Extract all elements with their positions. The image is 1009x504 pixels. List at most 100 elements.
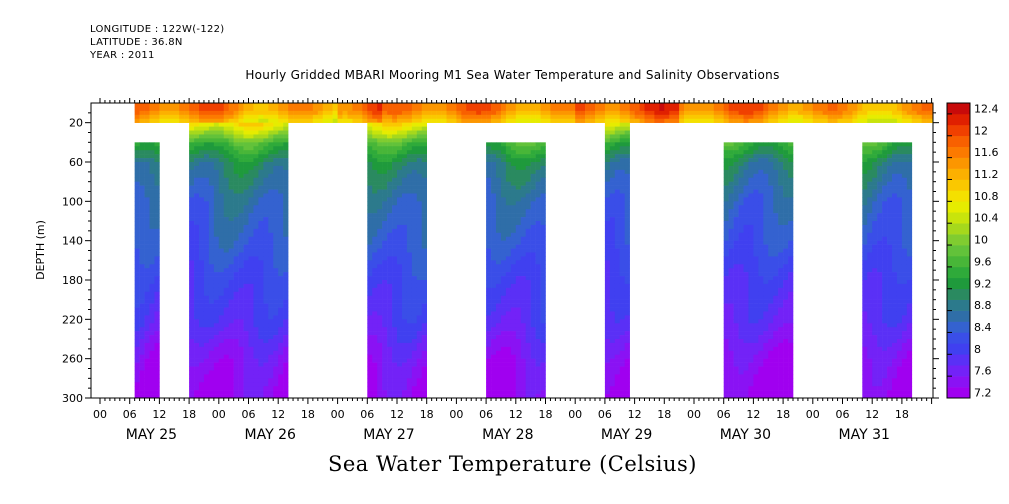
heatmap-cell <box>228 134 234 139</box>
heatmap-cell <box>213 134 220 139</box>
heatmap-cell <box>486 335 492 340</box>
heatmap-cell <box>203 260 210 265</box>
heatmap-cell <box>134 142 140 147</box>
heatmap-cell <box>278 331 284 336</box>
heatmap-cell <box>213 260 220 265</box>
heatmap-cell <box>857 103 863 108</box>
heatmap-cell <box>728 283 734 289</box>
heatmap-cell <box>882 118 888 123</box>
heatmap-cell <box>421 303 427 308</box>
heatmap-cell <box>614 106 621 112</box>
heatmap-cell <box>619 339 625 344</box>
heatmap-cell <box>515 366 522 371</box>
heatmap-cell <box>397 134 403 139</box>
heatmap-cell <box>258 354 264 359</box>
heatmap-cell <box>743 193 749 198</box>
heatmap-cell <box>401 213 408 218</box>
heatmap-cell <box>535 350 541 356</box>
heatmap-cell <box>401 110 408 116</box>
heatmap-cell <box>619 205 625 210</box>
heatmap-cell <box>377 169 383 175</box>
heatmap-cell <box>189 260 195 265</box>
heatmap-cell <box>723 303 729 308</box>
heatmap-cell <box>753 106 759 112</box>
year-label: YEAR : 2011 <box>90 50 155 61</box>
heatmap-cell <box>852 106 858 112</box>
heatmap-cell <box>535 248 541 253</box>
heatmap-cell <box>743 260 749 265</box>
heatmap-cell <box>203 165 210 171</box>
heatmap-cell <box>283 374 289 379</box>
heatmap-cell <box>604 217 611 222</box>
heatmap-cell <box>283 252 289 257</box>
heatmap-cell <box>604 358 611 363</box>
heatmap-cell <box>624 110 630 116</box>
heatmap-cell <box>203 162 210 167</box>
heatmap-cell <box>708 114 715 120</box>
heatmap-cell <box>283 276 289 281</box>
heatmap-cell <box>189 283 195 289</box>
heatmap-cell <box>659 103 665 108</box>
heatmap-cell <box>609 217 616 222</box>
heatmap-cell <box>916 103 922 108</box>
heatmap-cell <box>486 287 492 293</box>
heatmap-cell <box>500 165 507 171</box>
heatmap-cell <box>496 390 502 395</box>
heatmap-cell <box>268 366 274 371</box>
heatmap-cell <box>397 228 403 234</box>
heatmap-cell <box>223 287 229 293</box>
heatmap-cell <box>421 354 427 359</box>
heatmap-cell <box>392 134 398 139</box>
heatmap-cell <box>486 197 492 202</box>
heatmap-cell <box>144 118 150 123</box>
heatmap-cell <box>926 118 932 123</box>
heatmap-cell <box>238 319 244 324</box>
heatmap-cell <box>624 158 630 163</box>
heatmap-cell <box>233 224 239 230</box>
heatmap-cell <box>728 362 734 367</box>
heatmap-cell <box>288 110 294 116</box>
heatmap-cell <box>525 217 531 222</box>
heatmap-cell <box>213 248 220 253</box>
heatmap-cell <box>392 323 398 328</box>
heatmap-cell <box>248 185 254 190</box>
heatmap-cell <box>258 335 264 340</box>
heatmap-cell <box>149 366 155 371</box>
heatmap-cell <box>208 350 215 356</box>
heatmap-cell <box>367 394 373 398</box>
heatmap-cell <box>372 201 378 206</box>
heatmap-cell <box>263 307 269 312</box>
heatmap-cell <box>397 244 403 249</box>
heatmap-cell <box>520 291 526 297</box>
heatmap-cell <box>397 358 403 363</box>
heatmap-cell <box>852 118 858 123</box>
heatmap-cell <box>723 158 729 163</box>
heatmap-cell <box>738 181 744 186</box>
heatmap-cell <box>624 240 630 245</box>
heatmap-cell <box>609 162 616 167</box>
heatmap-cell <box>203 173 210 179</box>
heatmap-cell <box>387 374 393 379</box>
heatmap-cell <box>520 339 526 344</box>
heatmap-cell <box>218 358 225 363</box>
heatmap-cell <box>194 213 200 218</box>
heatmap-cell <box>154 303 160 308</box>
heatmap-cell <box>812 118 819 123</box>
heatmap-cell <box>392 197 398 202</box>
heatmap-cell <box>382 252 388 257</box>
heatmap-cell <box>387 158 393 163</box>
heatmap-cell <box>134 311 140 316</box>
heatmap-cell <box>139 394 145 398</box>
heatmap-cell <box>743 370 749 375</box>
heatmap-cell <box>208 232 215 238</box>
heatmap-cell <box>273 217 279 222</box>
heatmap-cell <box>372 370 378 375</box>
heatmap-cell <box>505 185 512 190</box>
heatmap-cell <box>258 374 264 379</box>
heatmap-cell <box>268 342 274 348</box>
heatmap-cell <box>213 311 220 316</box>
heatmap-cell <box>619 256 625 261</box>
heatmap-cell <box>406 291 413 297</box>
heatmap-cell <box>199 252 205 257</box>
heatmap-cell <box>728 346 734 352</box>
